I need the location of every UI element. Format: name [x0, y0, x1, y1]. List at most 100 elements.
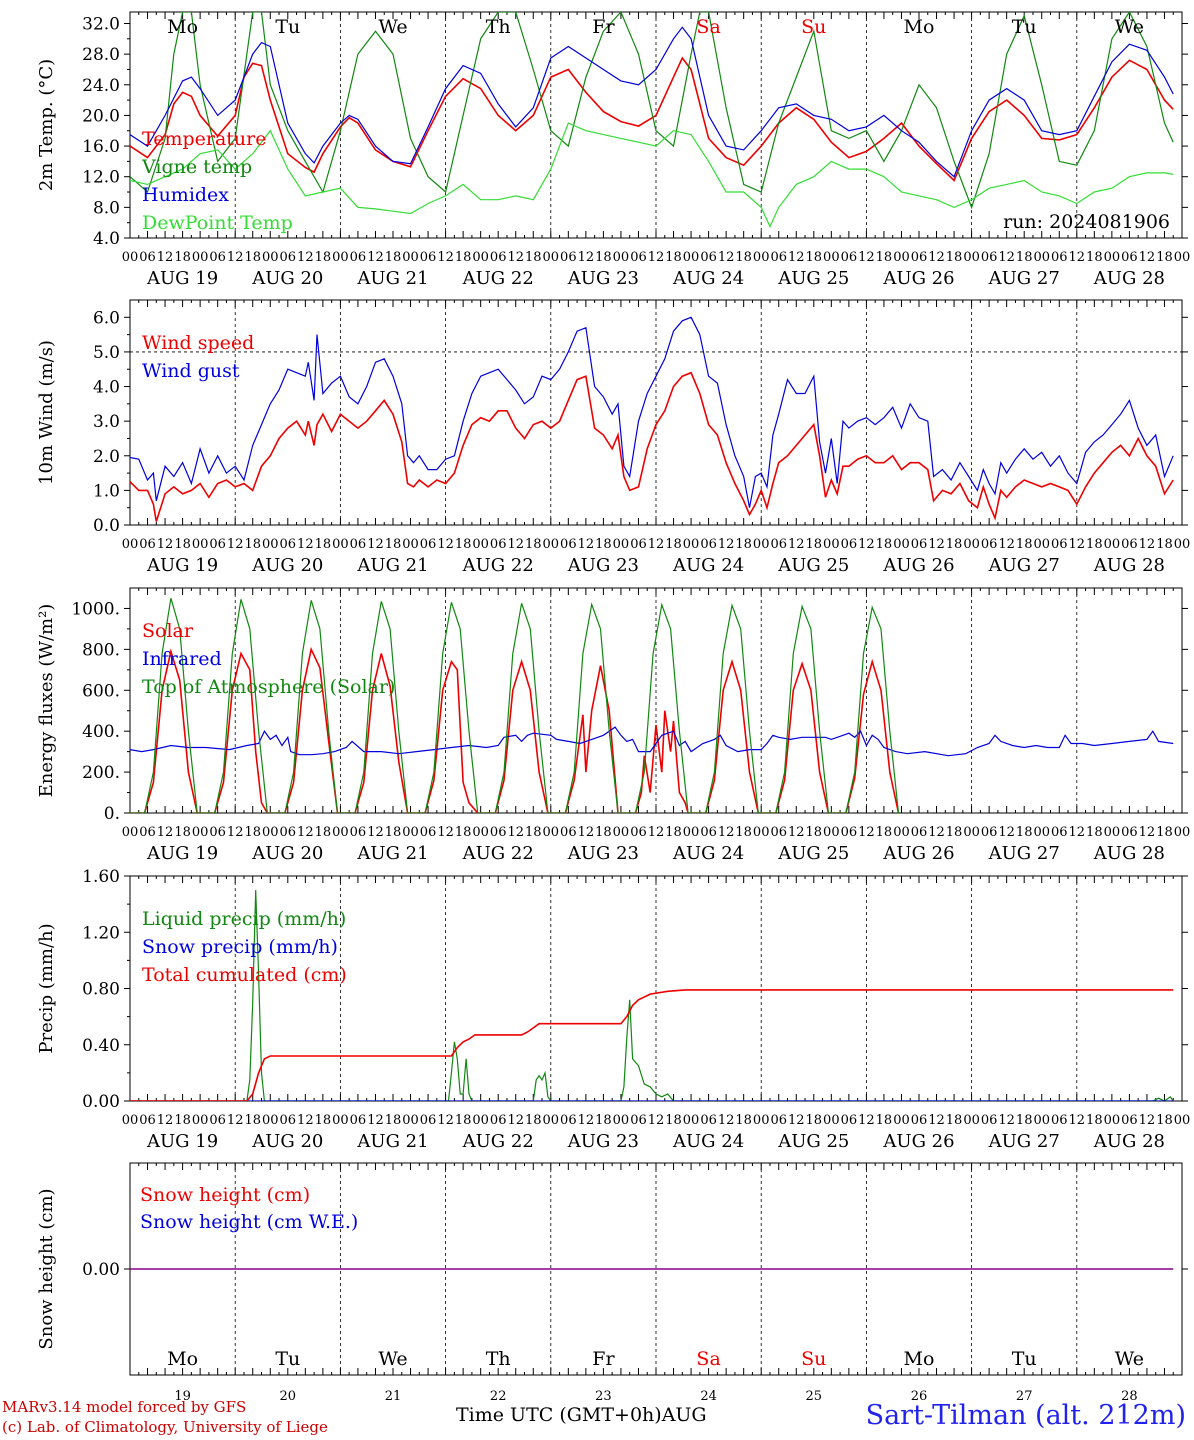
x-tick-label: 06 [490, 825, 507, 840]
x-tick-label: 12 [157, 1113, 174, 1128]
x-tick-label: 18 [315, 250, 332, 265]
day-name-top: Sa [696, 16, 720, 38]
x-tick-label: 12 [227, 1113, 244, 1128]
x-tick-label: 00 [192, 1113, 209, 1128]
day-name-top: Fr [592, 16, 615, 38]
legend-label: Snow height (cm) [140, 1184, 310, 1206]
x-tick-label: 18 [735, 825, 752, 840]
x-tick-label: 00 [122, 537, 139, 552]
x-tick-label: 12 [648, 1113, 665, 1128]
date-label: AUG 19 [146, 1131, 218, 1152]
x-tick-label: 18 [876, 1113, 893, 1128]
day-name-top: Su [801, 16, 826, 38]
x-tick-label: 06 [139, 250, 156, 265]
x-tick-label: 00 [543, 537, 560, 552]
x-tick-label: 12 [858, 1113, 875, 1128]
x-tick-label: 12 [858, 250, 875, 265]
x-tick-label: 18 [1016, 537, 1033, 552]
y-tick-label: 200. [82, 763, 120, 783]
y-tick-label: 1.60 [82, 867, 120, 887]
x-tick-label: 06 [1121, 250, 1138, 265]
y-tick-label: 4.0 [93, 378, 120, 398]
x-tick-label: 06 [350, 1113, 367, 1128]
x-axis-title-text: Time UTC (GMT+0h) [456, 1404, 662, 1426]
x-tick-label: 12 [648, 537, 665, 552]
x-tick-label: 12 [788, 825, 805, 840]
date-label: AUG 24 [672, 843, 744, 864]
date-label: AUG 25 [777, 268, 849, 289]
y-axis-label: 10m Wind (m/s) [36, 340, 57, 485]
x-tick-label: 00 [1033, 1113, 1050, 1128]
x-tick-label: 18 [1156, 537, 1173, 552]
x-tick-label: 18 [876, 250, 893, 265]
x-tick-label: 00 [1174, 825, 1191, 840]
lab-credit-line: (c) Lab. of Climatology, University of L… [2, 1418, 328, 1436]
x-tick-label: 06 [350, 537, 367, 552]
x-tick-label: 18 [455, 825, 472, 840]
x-tick-label: 18 [455, 1113, 472, 1128]
x-tick-label: 12 [578, 537, 595, 552]
date-label: AUG 20 [251, 843, 323, 864]
x-tick-label: 00 [1033, 825, 1050, 840]
x-tick-label: 00 [543, 1113, 560, 1128]
day-name-top: We [1115, 16, 1144, 38]
series-line-humidex [130, 26, 1174, 178]
day-name-bottom: Su [801, 1348, 826, 1370]
x-tick-label: 06 [139, 1113, 156, 1128]
x-tick-label: 18 [525, 250, 542, 265]
x-tick-label: 06 [1051, 537, 1068, 552]
x-tick-label: 00 [402, 1113, 419, 1128]
x-tick-label: 00 [122, 250, 139, 265]
x-tick-label: 18 [946, 537, 963, 552]
x-tick-label: 18 [1156, 250, 1173, 265]
plot-frame [129, 587, 1183, 814]
legend-label: Temperature [142, 128, 266, 150]
x-tick-label: 00 [613, 1113, 630, 1128]
y-tick-label: 20.0 [82, 106, 120, 126]
x-tick-label: 00 [332, 825, 349, 840]
x-tick-label: 06 [490, 537, 507, 552]
x-tick-label: 18 [1156, 1113, 1173, 1128]
x-tick-label: 18 [174, 537, 191, 552]
x-tick-label: 18 [806, 250, 823, 265]
day-name-top: Tu [1012, 16, 1037, 38]
y-tick-label: 0.00 [82, 1092, 120, 1112]
x-tick-label: 00 [683, 250, 700, 265]
x-tick-label: 06 [981, 1113, 998, 1128]
x-tick-label: 12 [437, 825, 454, 840]
x-tick-label: 06 [700, 1113, 717, 1128]
day-name-top: Tu [275, 16, 300, 38]
day-number: 23 [595, 1389, 612, 1404]
y-tick-label: 0.40 [82, 1036, 120, 1056]
x-tick-label: 00 [543, 250, 560, 265]
x-tick-label: 12 [858, 537, 875, 552]
x-tick-label: 00 [472, 825, 489, 840]
x-axis-month: AUG [661, 1404, 707, 1426]
legend-label: Wind gust [142, 360, 240, 382]
x-tick-label: 00 [332, 537, 349, 552]
x-tick-label: 00 [893, 250, 910, 265]
x-tick-label: 12 [1069, 537, 1086, 552]
x-tick-label: 06 [630, 825, 647, 840]
plot-frame [129, 299, 1183, 526]
x-tick-label: 12 [1139, 537, 1156, 552]
x-tick-label: 00 [613, 537, 630, 552]
x-tick-label: 00 [472, 537, 489, 552]
x-tick-label: 18 [174, 825, 191, 840]
x-tick-label: 18 [455, 250, 472, 265]
x-tick-label: 12 [507, 537, 524, 552]
day-number: 25 [806, 1389, 823, 1404]
date-label: AUG 23 [567, 555, 639, 576]
x-tick-label: 18 [665, 537, 682, 552]
x-tick-label: 06 [1051, 825, 1068, 840]
x-tick-label: 00 [402, 537, 419, 552]
x-tick-label: 06 [560, 1113, 577, 1128]
x-tick-label: 18 [244, 537, 261, 552]
x-tick-label: 12 [998, 537, 1015, 552]
x-tick-label: 00 [262, 537, 279, 552]
x-tick-label: 18 [385, 537, 402, 552]
x-tick-label: 12 [788, 537, 805, 552]
date-label: AUG 22 [462, 1131, 534, 1152]
chart-panel-5: 0.00 Snow height (cm) Snow height (cm) Snow… [36, 1162, 1188, 1376]
x-tick-label: 00 [963, 825, 980, 840]
